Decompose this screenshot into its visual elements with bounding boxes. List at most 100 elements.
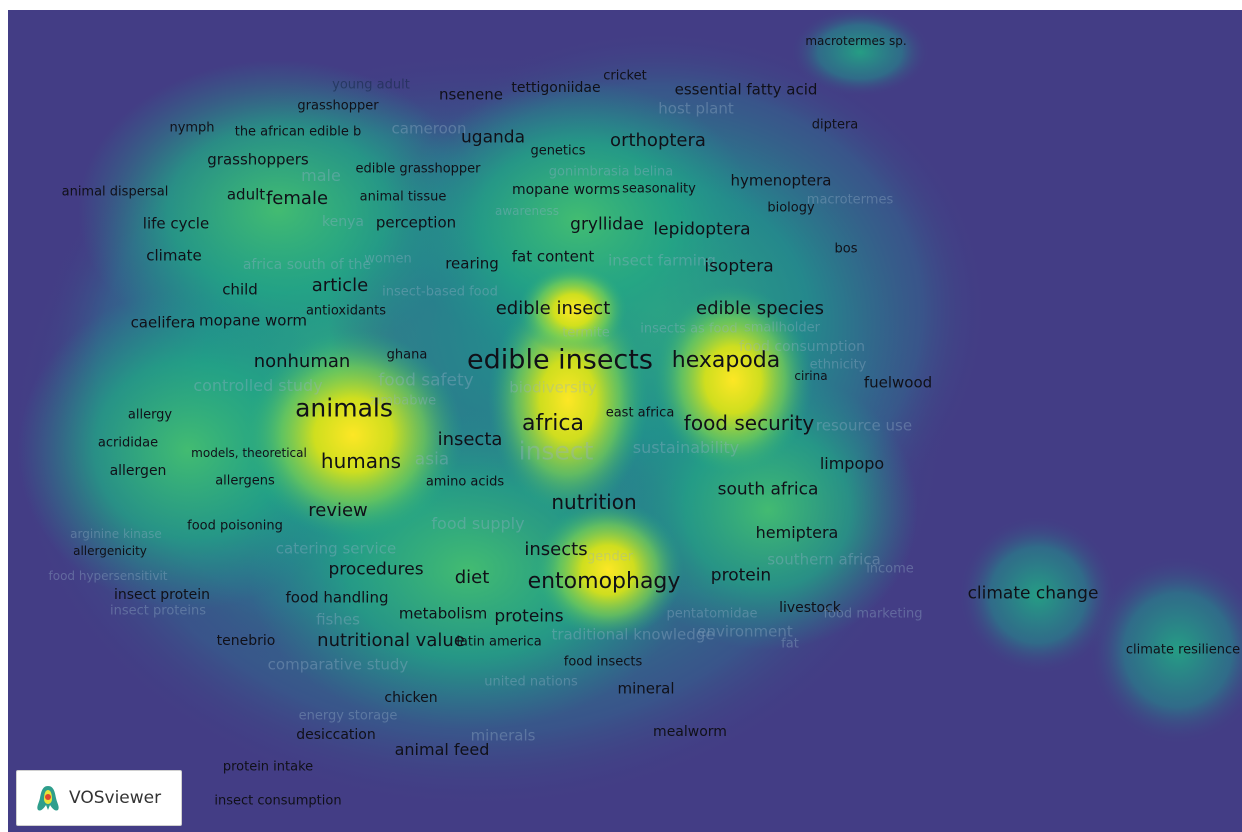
keyword-label[interactable]: south africa — [717, 479, 819, 500]
keyword-label[interactable]: climate change — [967, 583, 1099, 604]
keyword-label[interactable]: insect consumption — [214, 793, 342, 809]
keyword-label[interactable]: chicken — [384, 690, 438, 706]
keyword-label[interactable]: kenya — [322, 214, 364, 230]
keyword-label[interactable]: protein — [710, 565, 772, 586]
keyword-label[interactable]: resource use — [815, 416, 913, 435]
keyword-label[interactable]: pentatomidae — [666, 606, 758, 622]
keyword-label[interactable]: diet — [454, 567, 490, 588]
keyword-label[interactable]: energy storage — [298, 708, 398, 724]
keyword-label[interactable]: allergenicity — [73, 544, 147, 558]
keyword-label[interactable]: cameroon — [391, 119, 467, 138]
keyword-label[interactable]: macrotermes — [806, 192, 894, 208]
keyword-label[interactable]: latin america — [456, 634, 542, 650]
keyword-label[interactable]: adult — [226, 185, 266, 204]
keyword-label[interactable]: gender — [586, 549, 634, 565]
keyword-label[interactable]: nonhuman — [253, 351, 351, 372]
keyword-label[interactable]: grasshoppers — [207, 150, 309, 169]
keyword-label[interactable]: food handling — [285, 588, 389, 607]
keyword-label[interactable]: arginine kinase — [70, 527, 162, 541]
keyword-label[interactable]: united nations — [484, 674, 578, 690]
keyword-label[interactable]: child — [222, 280, 258, 299]
keyword-label[interactable]: mealworm — [653, 724, 727, 740]
keyword-label[interactable]: mineral — [617, 679, 675, 698]
keyword-label[interactable]: gryllidae — [570, 214, 644, 235]
keyword-label[interactable]: hexapoda — [671, 348, 781, 373]
keyword-label[interactable]: young adult — [332, 77, 410, 93]
keyword-label[interactable]: entomophagy — [527, 569, 681, 594]
keyword-label[interactable]: insect-based food — [382, 284, 498, 300]
keyword-label[interactable]: insect — [518, 436, 594, 466]
keyword-label[interactable]: food safety — [378, 370, 474, 391]
keyword-label[interactable]: the african edible b — [234, 124, 362, 140]
keyword-label[interactable]: protein intake — [222, 759, 314, 775]
keyword-label[interactable]: east africa — [605, 405, 675, 421]
keyword-label[interactable]: insect protein — [113, 587, 211, 603]
keyword-label[interactable]: nutritional value — [317, 630, 465, 651]
keyword-label[interactable]: edible species — [696, 298, 824, 319]
keyword-label[interactable]: food poisoning — [187, 518, 283, 534]
keyword-label[interactable]: income — [866, 561, 914, 577]
keyword-label[interactable]: tenebrio — [216, 633, 276, 649]
keyword-label[interactable]: africa — [522, 411, 584, 436]
keyword-label[interactable]: female — [265, 188, 329, 209]
keyword-label[interactable]: animals — [295, 393, 393, 423]
keyword-label[interactable]: perception — [375, 213, 457, 232]
keyword-label[interactable]: tettigoniidae — [511, 80, 601, 96]
keyword-label[interactable]: seasonality — [622, 181, 696, 197]
keyword-label[interactable]: bos — [834, 241, 858, 257]
keyword-label[interactable]: edible insects — [467, 344, 653, 376]
keyword-label[interactable]: environment — [697, 622, 793, 641]
keyword-label[interactable]: insect farming — [608, 251, 716, 270]
keyword-label[interactable]: allergy — [127, 407, 173, 423]
keyword-label[interactable]: hemiptera — [755, 523, 839, 542]
keyword-label[interactable]: gonimbrasia belina — [548, 164, 674, 180]
keyword-label[interactable]: food security — [683, 411, 815, 435]
keyword-label[interactable]: procedures — [328, 559, 424, 580]
keyword-label[interactable]: diptera — [811, 117, 859, 133]
keyword-label[interactable]: animal feed — [394, 740, 490, 759]
keyword-label[interactable]: edible grasshopper — [355, 161, 481, 177]
keyword-label[interactable]: article — [311, 275, 369, 296]
keyword-label[interactable]: minerals — [470, 726, 536, 745]
keyword-label[interactable]: antioxidants — [305, 303, 387, 319]
keyword-label[interactable]: climate — [146, 246, 202, 265]
keyword-label[interactable]: mopane worms — [511, 182, 621, 198]
keyword-label[interactable]: grasshopper — [297, 98, 379, 114]
keyword-label[interactable]: hymenoptera — [730, 171, 832, 190]
keyword-label[interactable]: proteins — [494, 606, 564, 627]
keyword-label[interactable]: amino acids — [425, 474, 505, 490]
keyword-label[interactable]: insects as food — [640, 321, 738, 337]
keyword-label[interactable]: humans — [320, 449, 402, 473]
keyword-label[interactable]: catering service — [275, 539, 397, 558]
keyword-label[interactable]: nsenene — [438, 85, 504, 104]
keyword-density-map[interactable]: macrotermes sp. cricket young adult nsenene… — [8, 10, 1242, 832]
keyword-label[interactable]: insects — [524, 539, 588, 560]
keyword-label[interactable]: fat — [781, 636, 799, 652]
keyword-label[interactable]: rearing — [445, 254, 499, 273]
keyword-label[interactable]: lepidoptera — [653, 219, 751, 240]
keyword-label[interactable]: host plant — [658, 99, 734, 118]
keyword-label[interactable]: desiccation — [296, 727, 376, 743]
keyword-label[interactable]: essential fatty acid — [674, 80, 818, 99]
keyword-label[interactable]: ethnicity — [809, 357, 867, 373]
keyword-label[interactable]: livestock — [779, 600, 841, 616]
keyword-label[interactable]: caelifera — [130, 313, 196, 332]
keyword-label[interactable]: termite — [562, 325, 610, 341]
keyword-label[interactable]: cirina — [794, 369, 828, 383]
keyword-label[interactable]: food hypersensitivit — [48, 569, 168, 583]
keyword-label[interactable]: allergens — [215, 473, 275, 489]
keyword-label[interactable]: metabolism — [398, 604, 488, 623]
keyword-label[interactable]: food insects — [563, 654, 643, 670]
keyword-label[interactable]: sustainability — [632, 438, 740, 457]
keyword-label[interactable]: allergen — [109, 463, 167, 479]
keyword-label[interactable]: edible insect — [495, 298, 611, 319]
keyword-label[interactable]: awareness — [494, 204, 560, 218]
keyword-label[interactable]: insect proteins — [110, 603, 206, 619]
keyword-label[interactable]: orthoptera — [610, 130, 706, 151]
keyword-label[interactable]: climate resilience — [1125, 642, 1241, 658]
keyword-label[interactable]: fuelwood — [863, 373, 933, 392]
keyword-label[interactable]: nymph — [169, 120, 215, 136]
keyword-label[interactable]: asia — [414, 449, 450, 470]
keyword-label[interactable]: smallholder — [743, 320, 821, 336]
keyword-label[interactable]: isoptera — [704, 256, 774, 277]
